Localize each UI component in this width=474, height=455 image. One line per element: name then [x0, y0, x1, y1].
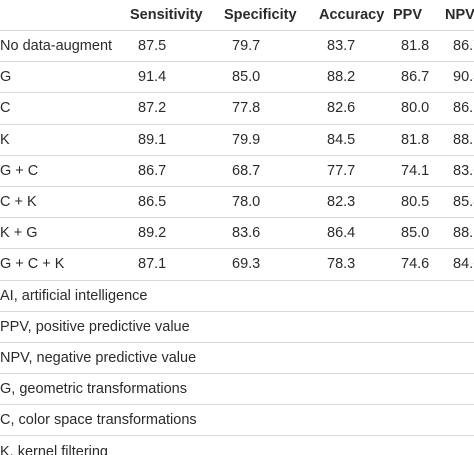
accuracy-value: 82.3 — [317, 186, 391, 219]
row-label: No data-augment — [0, 30, 128, 63]
npv-value: 83.6 — [443, 155, 474, 187]
specificity-value: 77.8 — [222, 92, 317, 125]
specificity-value: 78.0 — [222, 186, 317, 219]
accuracy-value: 86.4 — [317, 217, 391, 250]
sensitivity-value: 91.4 — [128, 61, 222, 94]
footnote-row: G, geometric transformations — [0, 373, 474, 406]
ppv-value: 80.5 — [391, 186, 443, 219]
sensitivity-value: 86.7 — [128, 155, 222, 187]
npv-value: 86.1 — [443, 92, 474, 125]
accuracy-value: 83.7 — [317, 30, 391, 63]
specificity-value: 69.3 — [222, 248, 317, 281]
npv-value: 86.7 — [443, 30, 474, 63]
footnote-row: NPV, negative predictive value — [0, 342, 474, 375]
row-label: G + C — [0, 155, 128, 187]
footnote-row: AI, artificial intelligence — [0, 280, 474, 312]
npv-value: 90.3 — [443, 61, 474, 94]
specificity-value: 68.7 — [222, 155, 317, 187]
specificity-value: 83.6 — [222, 217, 317, 250]
table-row: K 89.1 79.9 84.5 81.8 88.1 — [0, 124, 474, 156]
row-label: G + C + K — [0, 248, 128, 281]
footnote-row: K, kernel filtering — [0, 436, 474, 455]
npv-value: 88.1 — [443, 217, 474, 250]
table-body: No data-augment 87.5 79.7 83.7 81.8 86.7… — [0, 30, 474, 455]
specificity-value: 79.7 — [222, 30, 317, 63]
accuracy-value: 77.7 — [317, 155, 391, 187]
header-cell-sensitivity: Sensitivity — [128, 0, 222, 31]
header-row: Sensitivity Specificity Accuracy PPV NPV — [0, 0, 474, 31]
footnote: NPV, negative predictive value — [0, 342, 474, 375]
ppv-value: 74.1 — [391, 155, 443, 187]
footnote: PPV, positive predictive value — [0, 311, 474, 343]
footnote-row: PPV, positive predictive value — [0, 311, 474, 343]
table-header: Sensitivity Specificity Accuracy PPV NPV — [0, 0, 474, 31]
header-cell-ppv: PPV — [391, 0, 443, 31]
footnote: G, geometric transformations — [0, 373, 474, 406]
header-cell-accuracy: Accuracy — [317, 0, 391, 31]
row-label: G — [0, 61, 128, 94]
npv-value: 85.8 — [443, 186, 474, 219]
ppv-value: 85.0 — [391, 217, 443, 250]
sensitivity-value: 86.5 — [128, 186, 222, 219]
ppv-value: 74.6 — [391, 248, 443, 281]
accuracy-value: 84.5 — [317, 124, 391, 156]
ppv-value: 81.8 — [391, 124, 443, 156]
accuracy-value: 88.2 — [317, 61, 391, 94]
ppv-value: 81.8 — [391, 30, 443, 63]
header-cell-specificity: Specificity — [222, 0, 317, 31]
header-cell-method — [0, 0, 128, 31]
accuracy-value: 78.3 — [317, 248, 391, 281]
row-label: K + G — [0, 217, 128, 250]
accuracy-value: 82.6 — [317, 92, 391, 125]
table-row: C + K 86.5 78.0 82.3 80.5 85.8 — [0, 186, 474, 219]
ppv-value: 80.0 — [391, 92, 443, 125]
table-row: G 91.4 85.0 88.2 86.7 90.3 — [0, 61, 474, 94]
specificity-value: 79.9 — [222, 124, 317, 156]
table-row: C 87.2 77.8 82.6 80.0 86.1 — [0, 92, 474, 125]
footnote-row: C, color space transformations — [0, 404, 474, 437]
row-label: C + K — [0, 186, 128, 219]
sensitivity-value: 87.5 — [128, 30, 222, 63]
header-cell-npv: NPV — [443, 0, 474, 31]
sensitivity-value: 89.2 — [128, 217, 222, 250]
table-row: G + C 86.7 68.7 77.7 74.1 83.6 — [0, 155, 474, 187]
ppv-value: 86.7 — [391, 61, 443, 94]
npv-value: 84.6 — [443, 248, 474, 281]
sensitivity-value: 87.2 — [128, 92, 222, 125]
table-row: G + C + K 87.1 69.3 78.3 74.6 84.6 — [0, 248, 474, 281]
footnote: K, kernel filtering — [0, 443, 108, 455]
sensitivity-value: 87.1 — [128, 248, 222, 281]
table-row: K + G 89.2 83.6 86.4 85.0 88.1 — [0, 217, 474, 250]
row-label: K — [0, 124, 128, 156]
row-label: C — [0, 92, 128, 125]
sensitivity-value: 89.1 — [128, 124, 222, 156]
specificity-value: 85.0 — [222, 61, 317, 94]
footnote: AI, artificial intelligence — [0, 280, 474, 312]
footnote: C, color space transformations — [0, 404, 474, 437]
npv-value: 88.1 — [443, 124, 474, 156]
table-row: No data-augment 87.5 79.7 83.7 81.8 86.7 — [0, 30, 474, 63]
